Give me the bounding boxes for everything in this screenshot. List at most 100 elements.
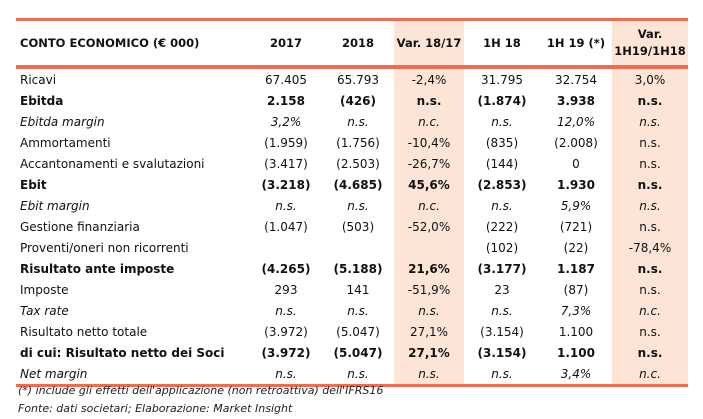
cell-value: -78,4% <box>612 237 688 258</box>
cell-value: n.s. <box>275 198 297 213</box>
cell-value: 67.405 <box>265 72 307 87</box>
row-label: Imposte <box>20 282 69 297</box>
cell-value: (5.047) <box>333 345 383 360</box>
row-label: Ebitda margin <box>20 114 105 129</box>
cell-value: (2.853) <box>477 177 527 192</box>
cell-value: 65.793 <box>337 72 379 87</box>
cell-value: n.s. <box>612 279 688 300</box>
table-row: Tax rate n.s. n.s. n.s. n.s. 7,3% n.c. <box>16 300 688 321</box>
cell-value: (4.685) <box>333 177 383 192</box>
cell-value: (2.008) <box>554 135 598 150</box>
cell-value: 31.795 <box>481 72 523 87</box>
cell-value: (3.177) <box>477 261 527 276</box>
cell-value <box>250 237 322 258</box>
cell-value: (426) <box>339 93 377 108</box>
table-row: Ammortamenti (1.959) (1.756) -10,4% (835) (2.… <box>16 132 688 153</box>
cell-value: (3.154) <box>480 324 524 339</box>
cell-value: n.s. <box>275 303 297 318</box>
cell-value: 293 <box>274 282 298 297</box>
cell-value: 3,4% <box>560 366 592 381</box>
cell-value: n.s. <box>347 366 369 381</box>
cell-value: n.s. <box>612 153 688 174</box>
table-row: Ricavi 67.405 65.793 -2,4% 31.795 32.754 3,0% <box>16 67 688 90</box>
cell-value: 23 <box>494 282 510 297</box>
cell-value: 1.100 <box>557 345 595 360</box>
row-label: Net margin <box>20 366 88 381</box>
cell-value: -2,4% <box>394 67 464 90</box>
cell-value: (1.874) <box>477 93 527 108</box>
income-statement: CONTO ECONOMICO (€ 000) 2017 2018 Var. 18/1… <box>16 18 688 387</box>
table-row: Imposte 293 141 -51,9% 23 (87) n.s. <box>16 279 688 300</box>
cell-value: 3.938 <box>557 93 595 108</box>
cell-value: 27,1% <box>394 342 464 363</box>
row-label: Ricavi <box>20 72 57 87</box>
cell-value: n.s. <box>347 114 369 129</box>
cell-value: -10,4% <box>394 132 464 153</box>
cell-value: (3.154) <box>477 345 527 360</box>
row-label: Ammortamenti <box>20 135 111 150</box>
cell-value: 5,9% <box>560 198 592 213</box>
row-label: di cui: Risultato netto dei Soci <box>20 345 225 360</box>
cell-value: n.s. <box>612 321 688 342</box>
cell-value: (3.972) <box>261 345 311 360</box>
header-row: CONTO ECONOMICO (€ 000) 2017 2018 Var. 18/1… <box>16 21 688 67</box>
cell-value: -51,9% <box>394 279 464 300</box>
cell-value: (4.265) <box>261 261 311 276</box>
row-label: Accantonamenti e svalutazioni <box>20 156 205 171</box>
cell-value: 2.158 <box>267 93 305 108</box>
cell-value: n.s. <box>612 90 688 111</box>
cell-value: (2.503) <box>336 156 380 171</box>
column-header: Var. 18/17 <box>394 21 464 67</box>
cell-value: (1.959) <box>264 135 308 150</box>
table-row: Proventi/oneri non ricorrenti (102) (22) -7… <box>16 237 688 258</box>
cell-value: 141 <box>346 282 370 297</box>
table-row: Risultato netto totale (3.972) (5.047) 27,1… <box>16 321 688 342</box>
cell-value: 0 <box>572 156 580 171</box>
row-label: Tax rate <box>20 303 69 318</box>
table-row: Ebitda margin 3,2% n.s. n.c. n.s. 12,0% n.s. <box>16 111 688 132</box>
row-label: Proventi/oneri non ricorrenti <box>20 240 189 255</box>
cell-value: 3,0% <box>612 67 688 90</box>
cell-value: n.c. <box>612 300 688 321</box>
cell-value: n.s. <box>491 114 513 129</box>
cell-value: (835) <box>485 135 519 150</box>
row-label: Ebitda <box>20 93 64 108</box>
cell-value: n.s. <box>394 363 464 386</box>
table-row: Ebit (3.218) (4.685) 45,6% (2.853) 1.930 n.s. <box>16 174 688 195</box>
row-label: Ebit <box>20 177 47 192</box>
row-label: Ebit margin <box>20 198 90 213</box>
cell-value: 12,0% <box>556 114 596 129</box>
cell-value: n.c. <box>394 111 464 132</box>
cell-value: n.s. <box>612 174 688 195</box>
cell-value: n.c. <box>394 195 464 216</box>
cell-value: 7,3% <box>560 303 592 318</box>
table-row: di cui: Risultato netto dei Soci (3.972) (… <box>16 342 688 363</box>
cell-value: n.s. <box>612 132 688 153</box>
cell-value: 1.100 <box>558 324 594 339</box>
column-header: 2018 <box>341 35 374 50</box>
cell-value: n.s. <box>612 342 688 363</box>
table-row: Net margin n.s. n.s. n.s. n.s. 3,4% n.c. <box>16 363 688 386</box>
cell-value: n.s. <box>612 111 688 132</box>
cell-value: -26,7% <box>394 153 464 174</box>
column-header: Var. 1H19/1H18 <box>612 21 688 67</box>
column-header: 1H 18 <box>483 35 521 50</box>
source-note: Fonte: dati societari; Elaborazione: Mar… <box>18 402 293 415</box>
table-row: Gestione finanziaria (1.047) (503) -52,0% (2… <box>16 216 688 237</box>
cell-value: -52,0% <box>394 216 464 237</box>
cell-value: 32.754 <box>555 72 597 87</box>
cell-value: (1.756) <box>336 135 380 150</box>
cell-value: (3.218) <box>261 177 311 192</box>
cell-value: n.s. <box>275 366 297 381</box>
cell-value: (5.047) <box>336 324 380 339</box>
row-label: Gestione finanziaria <box>20 219 140 234</box>
cell-value: 27,1% <box>394 321 464 342</box>
income-table: CONTO ECONOMICO (€ 000) 2017 2018 Var. 18/1… <box>16 21 688 387</box>
footnote: (*) include gli effetti dell'applicazion… <box>18 384 384 397</box>
cell-value: 1.930 <box>557 177 595 192</box>
cell-value: (87) <box>563 282 589 297</box>
column-header: 1H 19 (*) <box>546 35 606 50</box>
cell-value: (222) <box>485 219 519 234</box>
cell-value: (3.972) <box>264 324 308 339</box>
cell-value: n.s. <box>612 258 688 279</box>
